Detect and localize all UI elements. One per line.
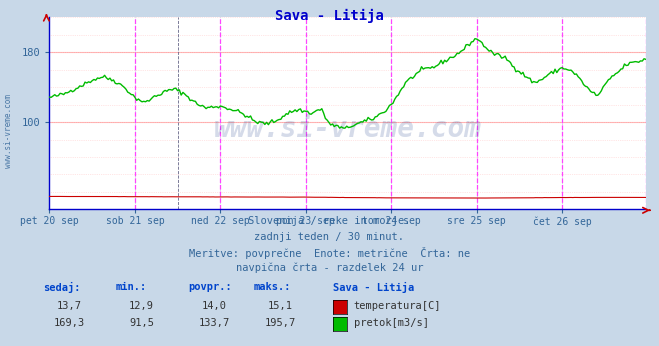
Text: pretok[m3/s]: pretok[m3/s]	[354, 318, 429, 328]
Text: www.si-vreme.com: www.si-vreme.com	[4, 94, 13, 169]
Text: min.:: min.:	[115, 282, 146, 292]
Text: 169,3: 169,3	[53, 318, 85, 328]
Text: sedaj:: sedaj:	[43, 282, 80, 293]
Text: Slovenija / reke in morje.: Slovenija / reke in morje.	[248, 216, 411, 226]
Text: 133,7: 133,7	[198, 318, 230, 328]
Text: temperatura[C]: temperatura[C]	[354, 301, 442, 311]
Text: povpr.:: povpr.:	[188, 282, 231, 292]
Text: Sava - Litija: Sava - Litija	[275, 9, 384, 23]
Text: Meritve: povprečne  Enote: metrične  Črta: ne: Meritve: povprečne Enote: metrične Črta:…	[189, 247, 470, 260]
Text: zadnji teden / 30 minut.: zadnji teden / 30 minut.	[254, 232, 405, 242]
Text: 12,9: 12,9	[129, 301, 154, 311]
Text: 13,7: 13,7	[57, 301, 82, 311]
Text: navpična črta - razdelek 24 ur: navpična črta - razdelek 24 ur	[236, 263, 423, 273]
Text: 15,1: 15,1	[268, 301, 293, 311]
Text: www.si-vreme.com: www.si-vreme.com	[214, 115, 482, 143]
Text: 14,0: 14,0	[202, 301, 227, 311]
Text: maks.:: maks.:	[254, 282, 291, 292]
Text: Sava - Litija: Sava - Litija	[333, 282, 414, 293]
Text: 195,7: 195,7	[264, 318, 296, 328]
Text: 91,5: 91,5	[129, 318, 154, 328]
